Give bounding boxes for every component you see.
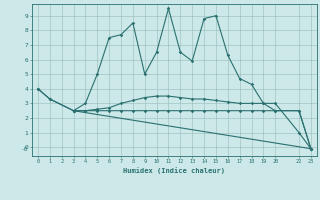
X-axis label: Humidex (Indice chaleur): Humidex (Indice chaleur) — [124, 167, 225, 174]
Text: -0: -0 — [21, 147, 28, 152]
